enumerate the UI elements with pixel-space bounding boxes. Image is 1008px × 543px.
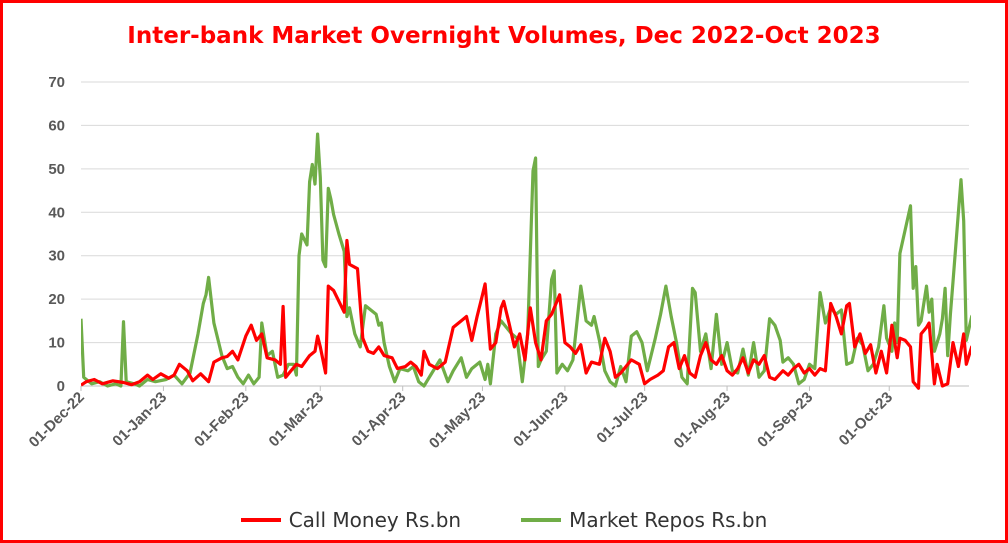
legend-item-market-repos: Market Repos Rs.bn xyxy=(521,508,767,532)
x-tick-label: 01-Jun-23 xyxy=(510,389,572,451)
legend: Call Money Rs.bn Market Repos Rs.bn xyxy=(3,508,1005,532)
y-tick-label: 30 xyxy=(48,248,65,265)
y-tick-label: 20 xyxy=(48,291,65,308)
x-tick-label: 01-Sep-23 xyxy=(754,389,816,451)
legend-item-call-money: Call Money Rs.bn xyxy=(240,508,462,532)
y-tick-label: 10 xyxy=(48,335,65,352)
series-line-market-repos xyxy=(81,132,971,388)
series-line-call-money xyxy=(81,238,971,390)
x-tick-label: 01-Mar-23 xyxy=(266,389,328,451)
x-tick-label: 01-Feb-23 xyxy=(191,389,253,451)
x-tick-label: 01-Oct-23 xyxy=(836,389,896,449)
call-money-swatch xyxy=(240,518,281,522)
x-tick-label: 01-Jul-23 xyxy=(593,389,651,447)
y-tick-label: 60 xyxy=(48,117,65,134)
market-repos-swatch xyxy=(521,518,562,522)
x-tick-label: 01-Jan-23 xyxy=(109,389,170,450)
x-tick-label: 01-May-23 xyxy=(426,389,489,452)
plot-area: 0 10 20 30 40 50 60 70 01-Dec-22 01-Jan-23 01-Feb-… xyxy=(26,74,971,452)
x-tick-label: 01-Aug-23 xyxy=(671,389,734,452)
x-tick-label: 01-Apr-23 xyxy=(349,389,410,450)
legend-label-market-repos: Market Repos Rs.bn xyxy=(569,508,768,532)
y-tick-label: 40 xyxy=(48,204,65,221)
legend-label-call-money: Call Money Rs.bn xyxy=(288,508,462,532)
chart-title: Inter-bank Market Overnight Volumes, Dec… xyxy=(127,23,881,49)
y-tick-label: 70 xyxy=(48,74,65,91)
y-tick-label: 50 xyxy=(48,161,65,178)
x-tick-label: 01-Dec-22 xyxy=(26,389,88,451)
y-tick-label: 0 xyxy=(57,378,65,395)
